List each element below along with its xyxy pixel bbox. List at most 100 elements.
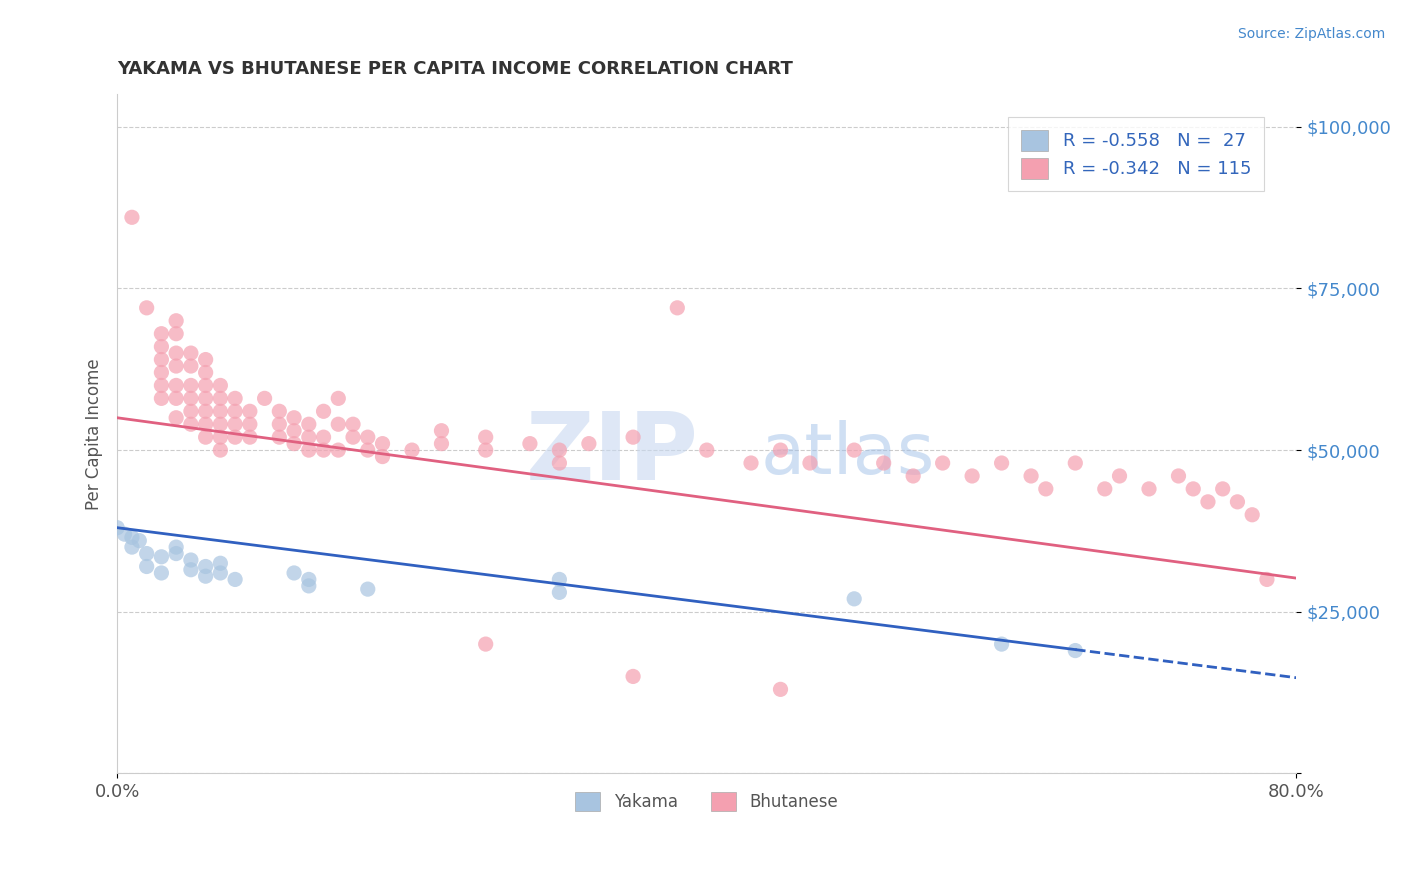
Point <box>371 436 394 450</box>
Point <box>105 521 128 535</box>
Point <box>165 346 187 360</box>
Point <box>357 430 380 444</box>
Point <box>150 326 173 341</box>
Point <box>194 366 217 380</box>
Point <box>474 637 496 651</box>
Point <box>474 430 496 444</box>
Point <box>165 547 187 561</box>
Point <box>548 456 571 470</box>
Point <box>239 404 262 418</box>
Point <box>194 352 217 367</box>
Point <box>696 443 718 458</box>
Point <box>312 404 335 418</box>
Point <box>194 392 217 406</box>
Point <box>269 404 291 418</box>
Point <box>990 637 1012 651</box>
Point <box>740 456 762 470</box>
Point <box>165 326 187 341</box>
Point <box>135 547 157 561</box>
Point <box>209 430 232 444</box>
Point <box>150 340 173 354</box>
Point <box>239 417 262 432</box>
Text: Source: ZipAtlas.com: Source: ZipAtlas.com <box>1237 27 1385 41</box>
Point <box>1064 456 1087 470</box>
Point <box>298 443 321 458</box>
Point <box>180 378 202 392</box>
Point <box>1064 643 1087 657</box>
Point <box>224 417 246 432</box>
Point <box>1137 482 1160 496</box>
Point <box>1212 482 1234 496</box>
Point <box>194 559 217 574</box>
Point <box>621 430 644 444</box>
Point <box>209 392 232 406</box>
Point <box>283 410 305 425</box>
Point <box>165 410 187 425</box>
Point <box>548 573 571 587</box>
Point <box>269 417 291 432</box>
Point <box>312 430 335 444</box>
Point <box>901 469 924 483</box>
Point <box>224 430 246 444</box>
Point <box>298 573 321 587</box>
Point <box>1182 482 1205 496</box>
Point <box>357 582 380 596</box>
Point <box>180 563 202 577</box>
Point <box>283 566 305 580</box>
Point <box>224 404 246 418</box>
Point <box>194 417 217 432</box>
Point <box>269 430 291 444</box>
Point <box>769 443 792 458</box>
Point <box>135 301 157 315</box>
Point <box>342 417 364 432</box>
Point <box>194 430 217 444</box>
Point <box>519 436 541 450</box>
Point <box>1256 573 1278 587</box>
Point <box>180 359 202 373</box>
Point <box>194 378 217 392</box>
Point <box>209 556 232 570</box>
Point <box>430 436 453 450</box>
Point <box>931 456 953 470</box>
Point <box>135 559 157 574</box>
Y-axis label: Per Capita Income: Per Capita Income <box>86 358 103 509</box>
Point <box>548 585 571 599</box>
Point <box>180 392 202 406</box>
Point <box>194 404 217 418</box>
Point <box>960 469 983 483</box>
Point <box>578 436 600 450</box>
Point <box>165 540 187 554</box>
Point <box>165 378 187 392</box>
Point <box>621 669 644 683</box>
Point <box>209 378 232 392</box>
Point <box>1167 469 1189 483</box>
Point <box>253 392 276 406</box>
Point <box>1226 495 1249 509</box>
Point <box>209 404 232 418</box>
Point <box>121 530 143 544</box>
Point <box>180 404 202 418</box>
Point <box>180 553 202 567</box>
Point <box>1108 469 1130 483</box>
Point <box>328 392 350 406</box>
Point <box>224 573 246 587</box>
Point <box>283 424 305 438</box>
Point <box>224 392 246 406</box>
Point <box>180 346 202 360</box>
Point <box>312 443 335 458</box>
Point <box>165 314 187 328</box>
Point <box>239 430 262 444</box>
Point <box>298 579 321 593</box>
Text: atlas: atlas <box>761 420 935 489</box>
Point <box>357 443 380 458</box>
Point <box>180 417 202 432</box>
Point <box>342 430 364 444</box>
Point <box>298 417 321 432</box>
Text: ZIP: ZIP <box>526 409 699 500</box>
Point <box>150 566 173 580</box>
Point <box>121 211 143 225</box>
Point <box>128 533 150 548</box>
Text: YAKAMA VS BHUTANESE PER CAPITA INCOME CORRELATION CHART: YAKAMA VS BHUTANESE PER CAPITA INCOME CO… <box>117 60 793 78</box>
Point <box>844 591 866 606</box>
Point <box>873 456 896 470</box>
